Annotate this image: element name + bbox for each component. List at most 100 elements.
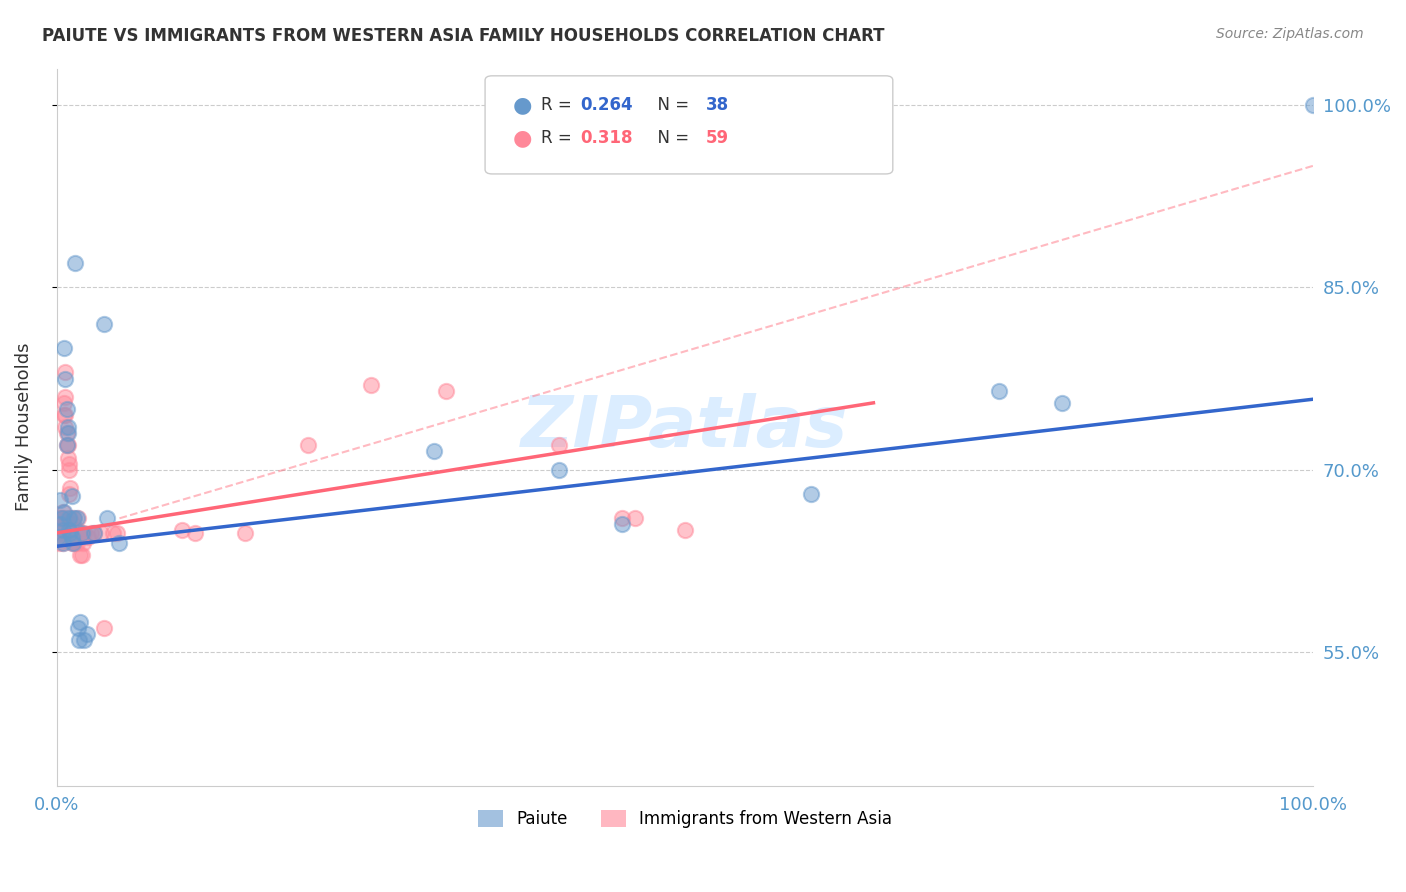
Point	[108, 535, 131, 549]
Point	[1050, 396, 1073, 410]
Text: ZIPatlas: ZIPatlas	[522, 392, 849, 462]
Point	[62, 517, 84, 532]
Point	[360, 377, 382, 392]
Point	[610, 511, 633, 525]
Text: 38: 38	[706, 96, 728, 114]
Point	[55, 438, 77, 452]
Legend: Paiute, Immigrants from Western Asia: Paiute, Immigrants from Western Asia	[471, 804, 898, 835]
Point	[56, 426, 79, 441]
Point	[73, 525, 96, 540]
Point	[58, 457, 80, 471]
Point	[800, 487, 823, 501]
Point	[46, 530, 69, 544]
Point	[60, 490, 83, 504]
Point	[66, 621, 89, 635]
Point	[79, 525, 101, 540]
Point	[73, 632, 96, 647]
Point	[297, 438, 319, 452]
Point	[55, 366, 77, 380]
Point	[65, 535, 87, 549]
Point	[90, 525, 112, 540]
Point	[66, 511, 89, 525]
Point	[52, 535, 75, 549]
Point	[62, 525, 84, 540]
Point	[53, 396, 76, 410]
Text: ●: ●	[513, 95, 533, 115]
Point	[69, 615, 91, 629]
Y-axis label: Family Households: Family Households	[15, 343, 32, 511]
Point	[58, 487, 80, 501]
Point	[434, 384, 457, 398]
Point	[52, 535, 75, 549]
Point	[49, 511, 72, 525]
Text: 0.318: 0.318	[581, 129, 633, 147]
Point	[49, 511, 72, 525]
Point	[1302, 98, 1324, 112]
Point	[93, 317, 115, 331]
Point	[988, 384, 1011, 398]
Point	[623, 511, 645, 525]
Point	[72, 535, 94, 549]
Text: ●: ●	[513, 128, 533, 148]
Point	[60, 530, 83, 544]
Point	[53, 341, 76, 355]
Point	[49, 517, 72, 532]
Text: N =: N =	[647, 129, 695, 147]
Point	[548, 438, 571, 452]
Point	[184, 525, 207, 540]
Point	[76, 627, 98, 641]
Point	[67, 525, 90, 540]
Point	[70, 548, 93, 562]
Point	[60, 535, 83, 549]
Text: R =: R =	[541, 129, 578, 147]
Point	[65, 524, 87, 538]
Point	[62, 511, 84, 525]
Point	[59, 481, 82, 495]
Point	[62, 535, 84, 549]
Point	[77, 530, 100, 544]
Point	[51, 511, 73, 525]
Text: 59: 59	[706, 129, 728, 147]
Text: N =: N =	[647, 96, 695, 114]
Point	[58, 463, 80, 477]
Point	[55, 408, 77, 422]
Text: Source: ZipAtlas.com: Source: ZipAtlas.com	[1216, 27, 1364, 41]
Point	[55, 371, 77, 385]
Point	[83, 525, 105, 540]
Point	[96, 511, 118, 525]
Text: R =: R =	[541, 96, 578, 114]
Point	[53, 505, 76, 519]
Point	[610, 517, 633, 532]
Point	[55, 438, 77, 452]
Point	[51, 524, 73, 538]
Point	[52, 505, 75, 519]
Point	[59, 525, 82, 540]
Point	[56, 438, 79, 452]
Point	[105, 525, 128, 540]
Point	[233, 525, 256, 540]
Point	[55, 426, 77, 441]
Point	[93, 621, 115, 635]
Point	[53, 511, 76, 525]
Point	[63, 535, 86, 549]
Point	[172, 524, 194, 538]
Point	[56, 420, 79, 434]
Point	[52, 511, 75, 525]
Point	[58, 511, 80, 525]
Point	[55, 390, 77, 404]
Point	[83, 525, 105, 540]
Point	[56, 450, 79, 465]
Point	[70, 525, 93, 540]
Point	[49, 493, 72, 508]
Point	[53, 408, 76, 422]
Point	[51, 525, 73, 540]
Point	[69, 548, 91, 562]
Point	[66, 524, 89, 538]
Point	[66, 511, 89, 525]
Point	[58, 524, 80, 538]
Point	[46, 524, 69, 538]
Point	[548, 463, 571, 477]
Point	[101, 525, 124, 540]
Text: PAIUTE VS IMMIGRANTS FROM WESTERN ASIA FAMILY HOUSEHOLDS CORRELATION CHART: PAIUTE VS IMMIGRANTS FROM WESTERN ASIA F…	[42, 27, 884, 45]
Point	[59, 511, 82, 525]
